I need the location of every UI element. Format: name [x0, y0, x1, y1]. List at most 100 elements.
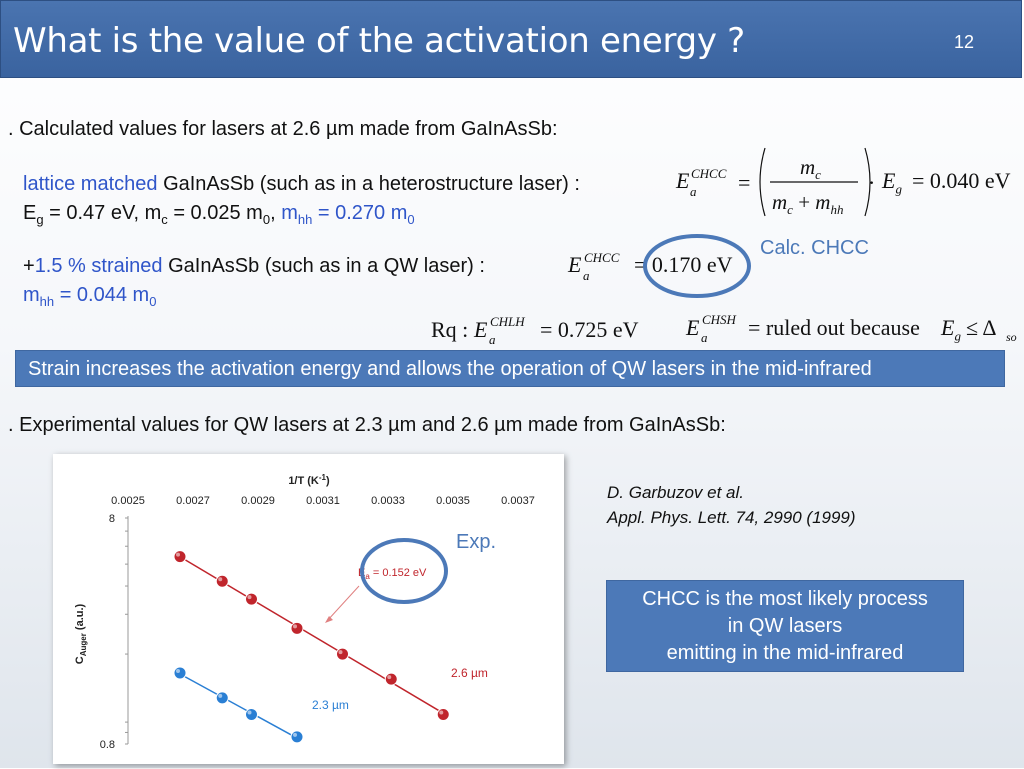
slide-title: What is the value of the activation ener…	[13, 21, 745, 61]
strained-plus: +	[23, 255, 35, 277]
eg-symbol: E	[23, 202, 37, 224]
callout-text: Strain increases the activation energy a…	[28, 358, 872, 380]
y-tick-bottom: 0.8	[100, 739, 115, 751]
lattice-prefix: lattice matched	[23, 173, 158, 195]
strained-line: +1.5 % strained GaInAsSb (such as in a Q…	[23, 255, 485, 278]
x-tick-label: 0.0029	[241, 495, 275, 507]
lattice-rest: GaInAsSb (such as in a heterostructure l…	[157, 173, 580, 195]
strained-formula-e: E	[568, 252, 582, 277]
strained-mhh-sub: hh	[39, 294, 55, 309]
data-point-highlight	[247, 595, 252, 600]
conclusion-line-3: emitting in the mid-infrared	[666, 642, 904, 664]
lattice-params: Eg = 0.47 eV, mc = 0.025 m0, mhh = 0.270…	[23, 202, 415, 227]
data-point	[290, 621, 304, 635]
annotation-circle	[360, 538, 448, 604]
formula-result: = 0.040 eV	[912, 168, 1011, 193]
reference-journal: Appl. Phys. Lett. 74, 2990 (1999)	[607, 508, 856, 527]
eg2-sub: g	[954, 328, 961, 344]
x-tick-label: 0.0031	[306, 495, 340, 507]
x-tick-label: 0.0037	[501, 495, 535, 507]
e2-sub: a	[701, 330, 708, 345]
formula-dot: ·	[868, 170, 876, 195]
data-point	[245, 592, 258, 606]
annotation-label: Ea = 0.152 eV	[358, 567, 427, 581]
formula-num-sub: c	[815, 167, 821, 183]
le-delta: ≤ Δ	[966, 315, 997, 340]
data-point-highlight	[176, 552, 180, 557]
data-point	[173, 666, 187, 680]
data-point-highlight	[439, 710, 444, 715]
data-point	[290, 730, 304, 744]
chart-title: 1/T (K-1)	[288, 473, 330, 487]
strained-formula-result: = 0.170 eV	[634, 252, 733, 277]
series-label-23: 2.3 µm	[312, 698, 349, 712]
strained-params: mhh = 0.044 m0	[23, 284, 156, 309]
data-point	[215, 691, 229, 705]
auger-chart: 1/T (K-1) 0.0025 0.0027 0.0029 0.0031 0.0033…	[74, 473, 535, 751]
eg2-symbol: E	[941, 315, 955, 340]
mhh-symbol: m	[281, 202, 298, 224]
formula-parens	[759, 147, 871, 217]
slide-number: 12	[954, 32, 975, 52]
formula-eq: =	[738, 170, 751, 195]
formula-den2: m	[815, 190, 831, 214]
x-tick-labels: 0.0025 0.0027 0.0029 0.0031 0.0033 0.0035 0.00…	[111, 495, 535, 507]
eg-sub: g	[36, 212, 44, 227]
so-sub: so	[1006, 330, 1017, 344]
data-point	[215, 574, 229, 588]
x-tick-label: 0.0025	[111, 495, 145, 507]
strained-mhh: m	[23, 284, 40, 306]
formula-e: E	[676, 168, 690, 193]
y-tick-top: 8	[109, 513, 115, 525]
formula-sup: CHCC	[691, 166, 727, 181]
m0-sub: 0	[262, 212, 271, 227]
bullet-calculated: . Calculated values for lasers at 2.6 µm…	[8, 118, 558, 140]
rq-label: Rq :	[431, 317, 469, 342]
svg-text:CAuger (a.u.): CAuger (a.u.)	[74, 603, 88, 664]
strained-mhh-val: = 0.044 m	[54, 284, 150, 306]
x-tick-label: 0.0033	[371, 495, 405, 507]
mhh-sub: hh	[297, 212, 313, 227]
e1-value: = 0.725 eV	[540, 317, 639, 342]
formula-sub: a	[690, 184, 697, 199]
strained-rest: GaInAsSb (such as in a QW laser) :	[162, 255, 485, 277]
data-point-highlight	[176, 668, 180, 673]
e1-sub: a	[489, 332, 496, 347]
data-point	[336, 647, 349, 661]
series-label-26: 2.6 µm	[451, 666, 488, 680]
data-point-highlight	[338, 650, 343, 655]
exp-label: Exp.	[456, 531, 497, 553]
formula-plus: +	[792, 190, 816, 214]
mc-sub: c	[161, 212, 168, 227]
reference-authors: D. Garbuzov et al.	[607, 483, 745, 502]
formula-den1-sub: c	[787, 202, 793, 218]
y-axis-minor-ticks	[125, 517, 128, 745]
strained-formula-sup: CHCC	[584, 250, 620, 265]
data-point-highlight	[218, 577, 223, 582]
title-bar: What is the value of the activation ener…	[0, 0, 1022, 78]
conclusion-line-2: in QW lasers	[727, 615, 843, 637]
mc-value: = 0.025 m	[167, 202, 263, 224]
annotation-arrow	[326, 585, 360, 622]
data-point	[436, 708, 450, 722]
e2-value: = ruled out because	[748, 315, 920, 340]
data-point-highlight	[218, 693, 223, 698]
data-point-highlight	[387, 675, 392, 680]
conclusion-box: CHCC is the most likely process in QW la…	[606, 580, 964, 672]
data-point	[384, 672, 398, 686]
data-point-highlight	[293, 624, 297, 629]
strained-prefix: 1.5 % strained	[34, 255, 163, 277]
bullet-experimental: . Experimental values for QW lasers at 2…	[8, 414, 726, 436]
annotation-arrow-head	[325, 616, 333, 623]
x-tick-label: 0.0027	[176, 495, 210, 507]
highlight-circle	[643, 234, 751, 298]
strained-m0-sub: 0	[149, 294, 157, 309]
chart-container: 1/T (K-1) 0.0025 0.0027 0.0029 0.0031 0.0033…	[53, 454, 564, 764]
e2-symbol: E	[686, 315, 700, 340]
strained-formula-sub: a	[583, 268, 590, 283]
e1-symbol: E	[474, 317, 488, 342]
e1-sup: CHLH	[490, 314, 525, 329]
m0b-sub: 0	[407, 212, 415, 227]
strain-callout: Strain increases the activation energy a…	[15, 350, 1005, 387]
calc-chcc-label: Calc. CHCC	[760, 237, 869, 259]
